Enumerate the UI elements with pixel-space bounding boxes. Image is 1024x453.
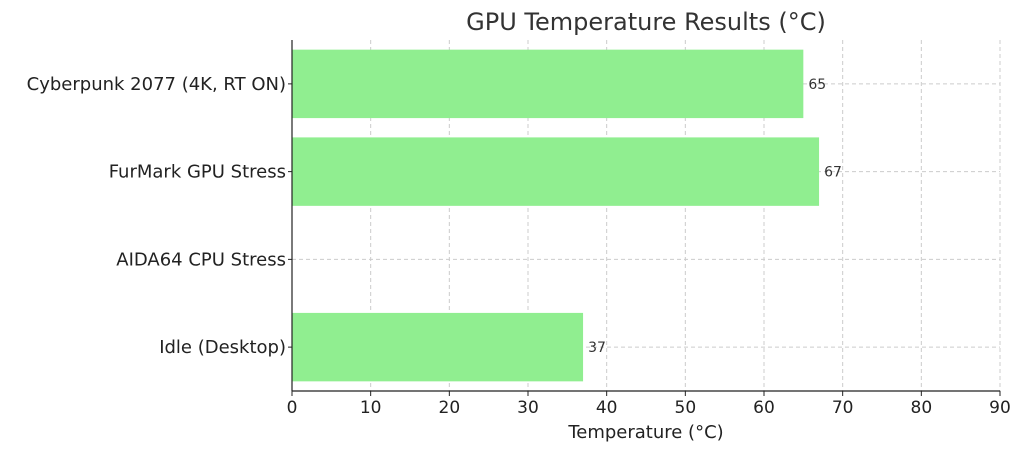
chart-title: GPU Temperature Results (°C) (466, 8, 826, 36)
category-label: FurMark GPU Stress (109, 162, 286, 183)
x-tick-label: 70 (832, 398, 854, 418)
x-tick-label: 0 (287, 398, 298, 418)
category-label: AIDA64 CPU Stress (116, 249, 286, 270)
bar (292, 312, 584, 382)
x-tick-label: 90 (989, 398, 1011, 418)
category-label: Idle (Desktop) (159, 337, 286, 358)
bar-layer: 65 67 37 (292, 49, 842, 382)
axis-layer: Cyberpunk 2077 (4K, RT ON) FurMark GPU St… (27, 40, 1011, 418)
bar-data-label: 67 (824, 165, 842, 181)
x-tick-label: 20 (439, 398, 461, 418)
category-label: Cyberpunk 2077 (4K, RT ON) (27, 74, 286, 95)
bar (292, 49, 804, 119)
x-tick-label: 80 (911, 398, 933, 418)
x-tick-label: 40 (596, 398, 618, 418)
x-tick-label: 10 (360, 398, 382, 418)
bar-data-label: 37 (588, 340, 606, 356)
bar (292, 137, 820, 206)
x-axis-label: Temperature (°C) (567, 422, 723, 443)
x-tick-label: 50 (675, 398, 697, 418)
bar-data-label: 65 (808, 77, 826, 93)
x-tick-label: 30 (517, 398, 539, 418)
x-tick-label: 60 (753, 398, 775, 418)
